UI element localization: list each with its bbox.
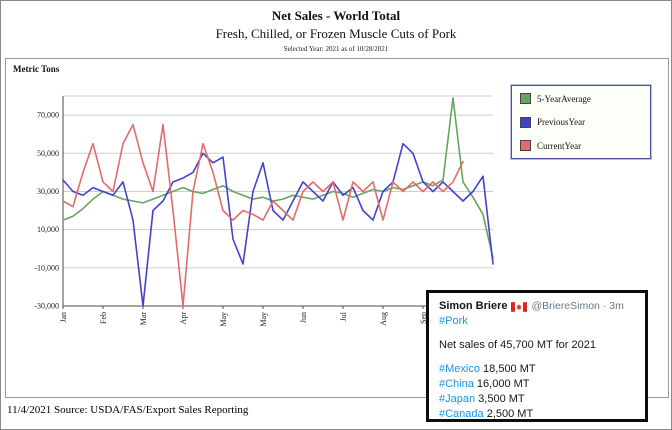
canada-flag-icon bbox=[511, 301, 528, 312]
svg-text:50,000: 50,000 bbox=[37, 149, 59, 158]
svg-text:Sep: Sep bbox=[419, 312, 428, 324]
tweet-body: Net sales of 45,700 MT for 2021 bbox=[439, 339, 596, 351]
legend-label-previous-year: PreviousYear bbox=[537, 117, 586, 127]
stat-tag-canada[interactable]: #Canada bbox=[439, 408, 484, 420]
svg-text:-30,000: -30,000 bbox=[34, 302, 59, 311]
tweet-stats: #Mexico 18,500 MT #China 16,000 MT #Japa… bbox=[439, 362, 635, 422]
svg-text:Mar: Mar bbox=[139, 312, 148, 326]
svg-text:May: May bbox=[219, 312, 228, 327]
page-title: Net Sales - World Total bbox=[271, 8, 401, 23]
tweet-stat-row-japan: #Japan 3,500 MT bbox=[439, 392, 635, 407]
svg-text:70,000: 70,000 bbox=[37, 111, 59, 120]
svg-text:30,000: 30,000 bbox=[37, 187, 59, 196]
legend-swatch-green bbox=[520, 93, 531, 104]
svg-text:10,000: 10,000 bbox=[37, 225, 59, 234]
svg-text:Jul: Jul bbox=[339, 311, 348, 321]
legend-swatch-blue bbox=[520, 116, 531, 128]
legend-label-5-year-average: 5-YearAverage bbox=[537, 93, 591, 104]
legend-item-current-year: CurrentYear bbox=[520, 140, 642, 151]
legend-item-5-year-average: 5-YearAverage bbox=[520, 93, 642, 104]
legend-swatch-red bbox=[520, 140, 531, 151]
tweet-stat-row-canada: #Canada 2,500 MT bbox=[439, 407, 635, 422]
stat-tag-mexico[interactable]: #Mexico bbox=[439, 363, 480, 375]
tweet-stat-row-mexico: #Mexico 18,500 MT bbox=[439, 362, 635, 377]
svg-text:Aug: Aug bbox=[379, 312, 388, 326]
y-axis-title: Metric Tons bbox=[13, 64, 60, 74]
stat-value-japan: 3,500 MT bbox=[478, 393, 525, 405]
stat-value-china: 16,000 MT bbox=[476, 378, 530, 390]
stat-tag-japan[interactable]: #Japan bbox=[439, 393, 476, 405]
stat-value-canada: 2,500 MT bbox=[486, 408, 534, 420]
legend-item-previous-year: PreviousYear bbox=[520, 116, 642, 128]
legend-label-current-year: CurrentYear bbox=[537, 140, 582, 151]
chart-subtitle: Fresh, Chilled, or Frozen Muscle Cuts of… bbox=[215, 26, 457, 41]
tweet-card: Simon Briere @BriereSimon · 3m #Pork Net… bbox=[426, 290, 648, 422]
tweet-header: Simon Briere @BriereSimon · 3m bbox=[439, 299, 635, 314]
tweet-hashtag-pork[interactable]: #Pork bbox=[439, 315, 468, 327]
stat-tag-china[interactable]: #China bbox=[439, 378, 474, 390]
tweet-author-name[interactable]: Simon Briere bbox=[439, 300, 508, 312]
tweet-handle: @BriereSimon · 3m bbox=[531, 300, 624, 312]
chart-legend: 5-YearAverage PreviousYear CurrentYear bbox=[510, 84, 652, 160]
svg-text:Jan: Jan bbox=[59, 312, 68, 323]
tweet-stat-row-china: #China 16,000 MT bbox=[439, 377, 635, 392]
source-footer: 11/4/2021 Source: USDA/FAS/Export Sales … bbox=[7, 404, 249, 416]
svg-text:Apr: Apr bbox=[179, 312, 188, 325]
svg-text:Feb: Feb bbox=[99, 312, 108, 324]
svg-text:-10,000: -10,000 bbox=[34, 263, 59, 272]
svg-text:May: May bbox=[259, 312, 268, 327]
stat-value-mexico: 18,500 MT bbox=[483, 363, 536, 375]
selected-year-note: Selected Year: 2021 as of 10/28/2021 bbox=[283, 45, 389, 53]
svg-text:Jun: Jun bbox=[299, 312, 308, 323]
